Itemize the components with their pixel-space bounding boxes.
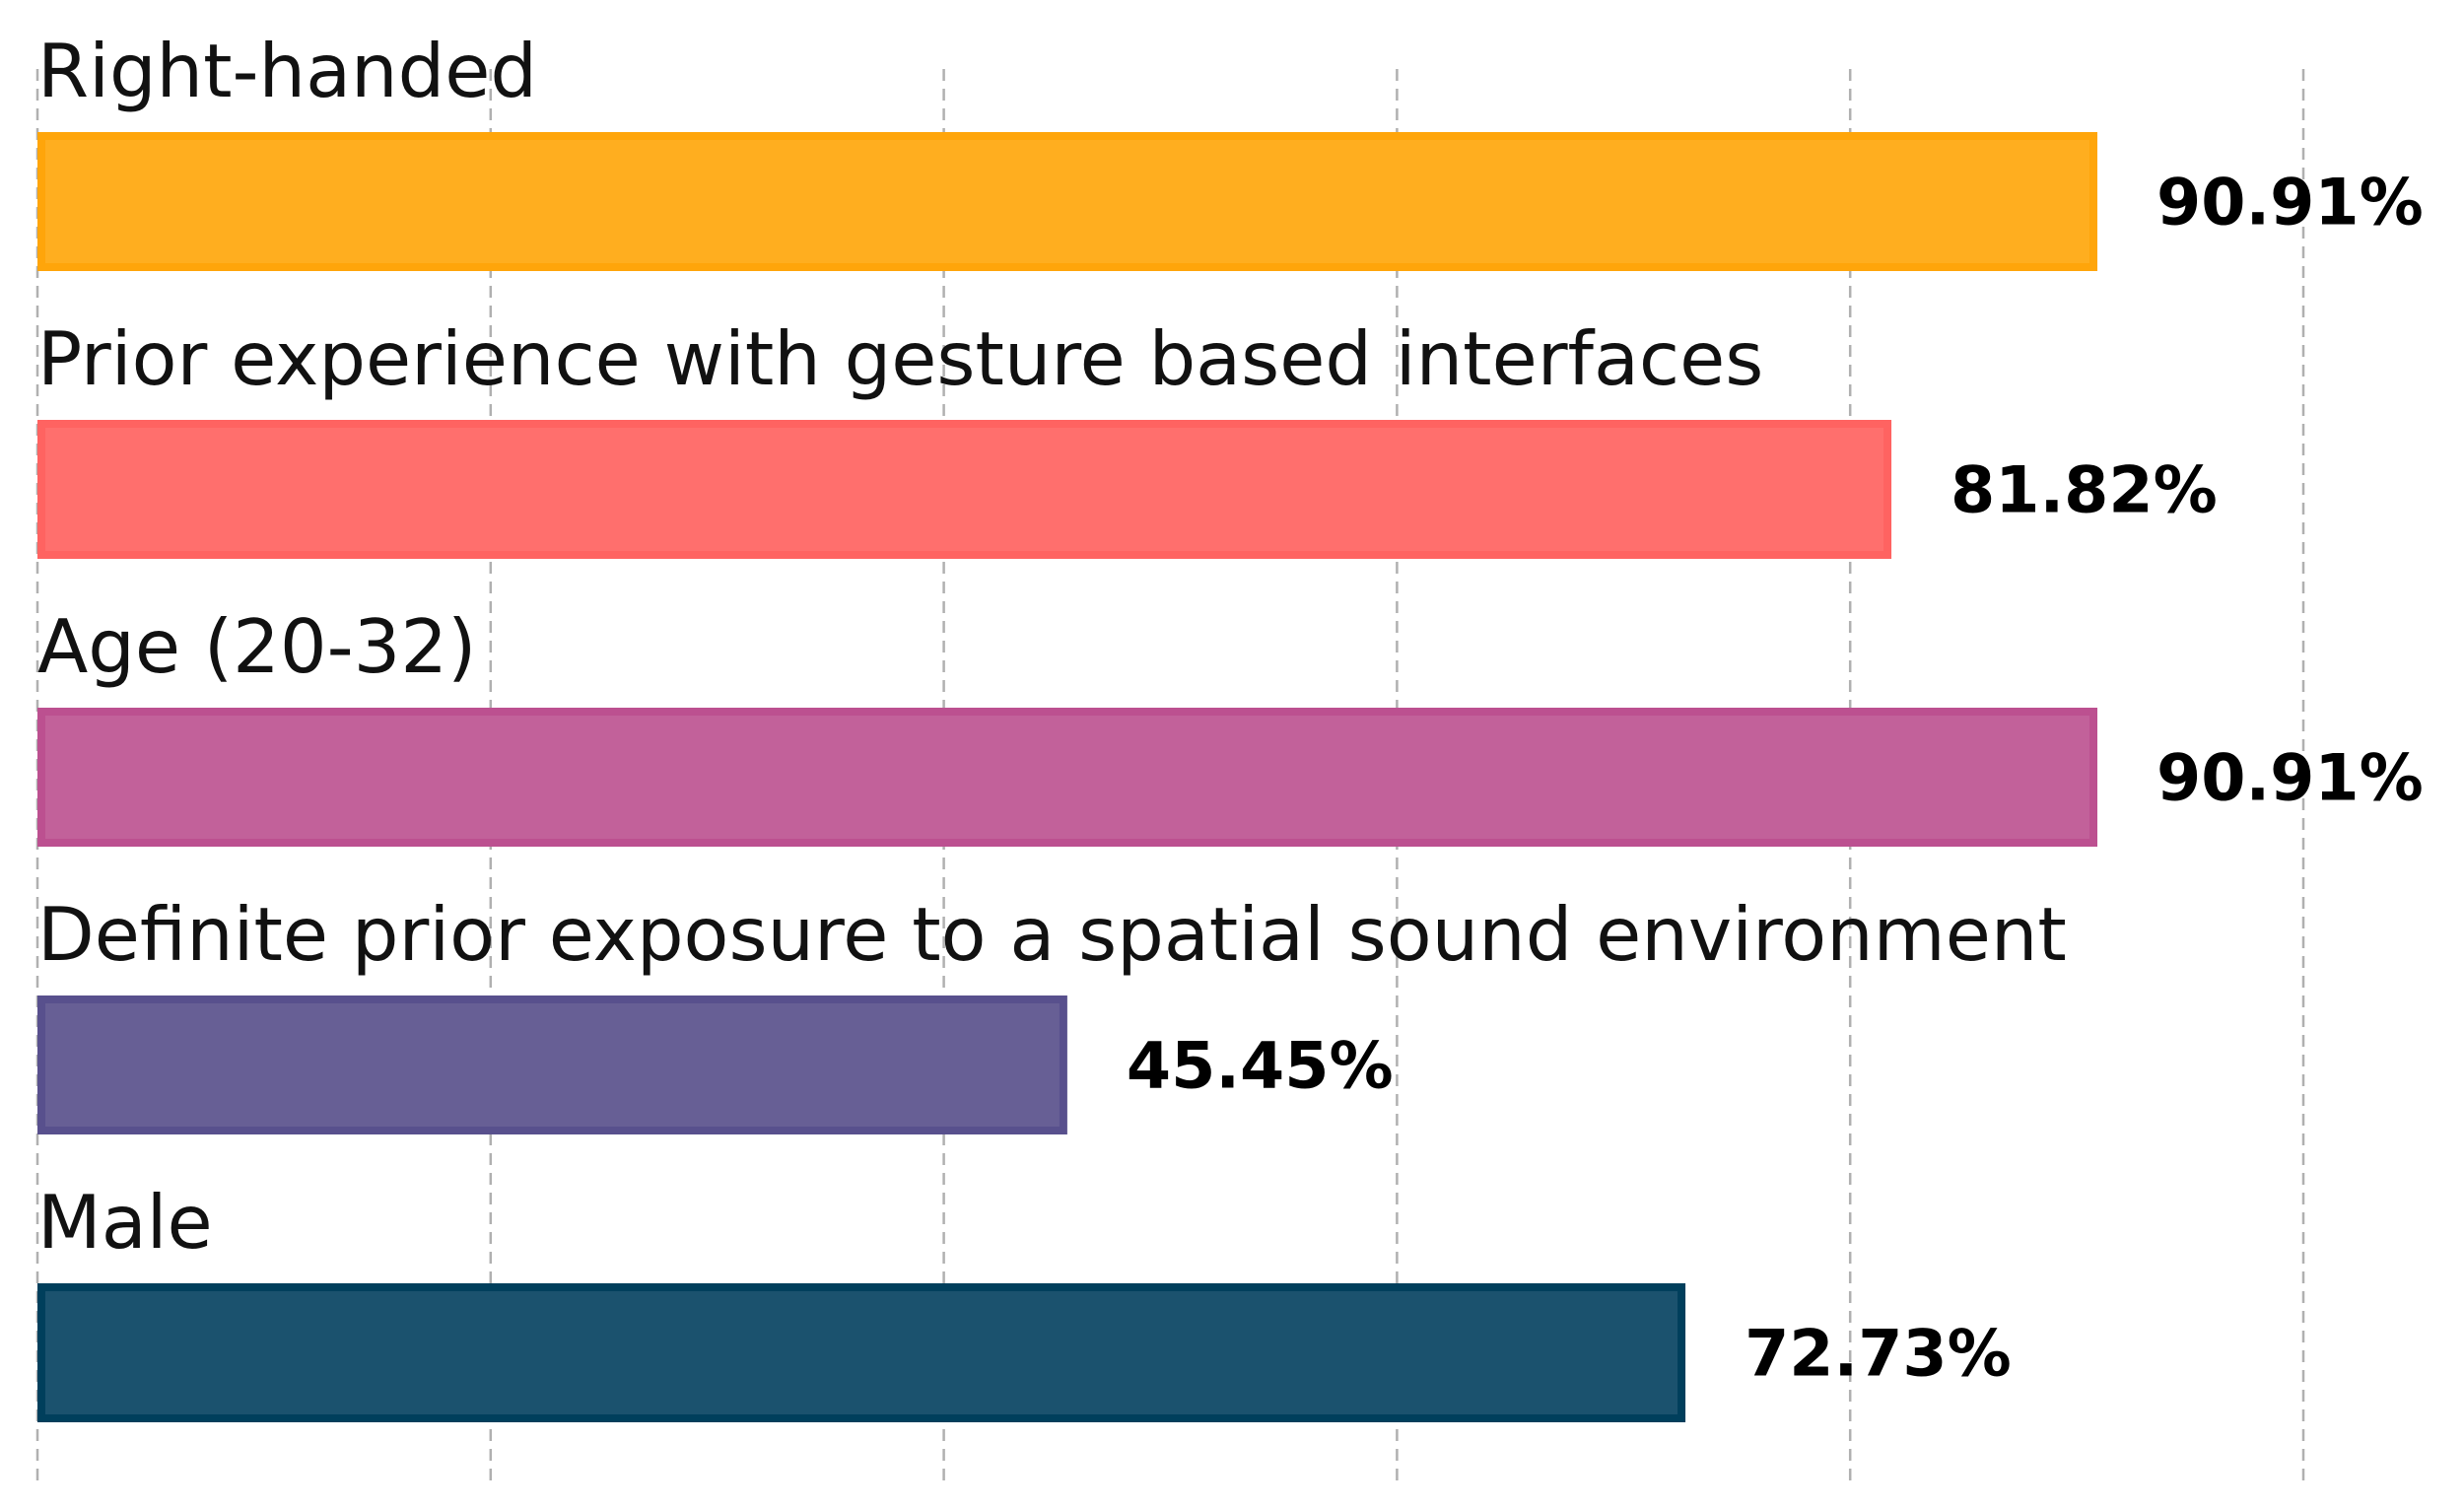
- bar-group: Male 72.73%: [37, 1179, 2012, 1422]
- category-label: Age (20-32): [37, 603, 476, 690]
- bar: [37, 132, 2098, 271]
- bar-group: Age (20-32) 90.91%: [37, 603, 2424, 847]
- bar: [37, 708, 2098, 847]
- bar: [37, 420, 1892, 559]
- category-label: Definite prior exposure to a spatial sou…: [37, 891, 2067, 978]
- category-label: Male: [37, 1179, 213, 1266]
- value-label: 90.91%: [2156, 742, 2424, 816]
- bar: [37, 995, 1067, 1134]
- bar: [37, 1283, 1686, 1422]
- bars: Right-handed 90.91% Prior experience with …: [37, 28, 2424, 1422]
- category-label: Right-handed: [37, 28, 537, 114]
- bar-group: Right-handed 90.91%: [37, 28, 2424, 271]
- category-label: Prior experience with gesture based inte…: [37, 315, 1763, 402]
- bar-group: Definite prior exposure to a spatial sou…: [37, 891, 2067, 1134]
- value-label: 90.91%: [2156, 167, 2424, 240]
- bar-group: Prior experience with gesture based inte…: [37, 315, 2218, 559]
- value-label: 45.45%: [1127, 1030, 1394, 1104]
- value-label: 81.82%: [1951, 454, 2218, 528]
- value-label: 72.73%: [1745, 1318, 2012, 1392]
